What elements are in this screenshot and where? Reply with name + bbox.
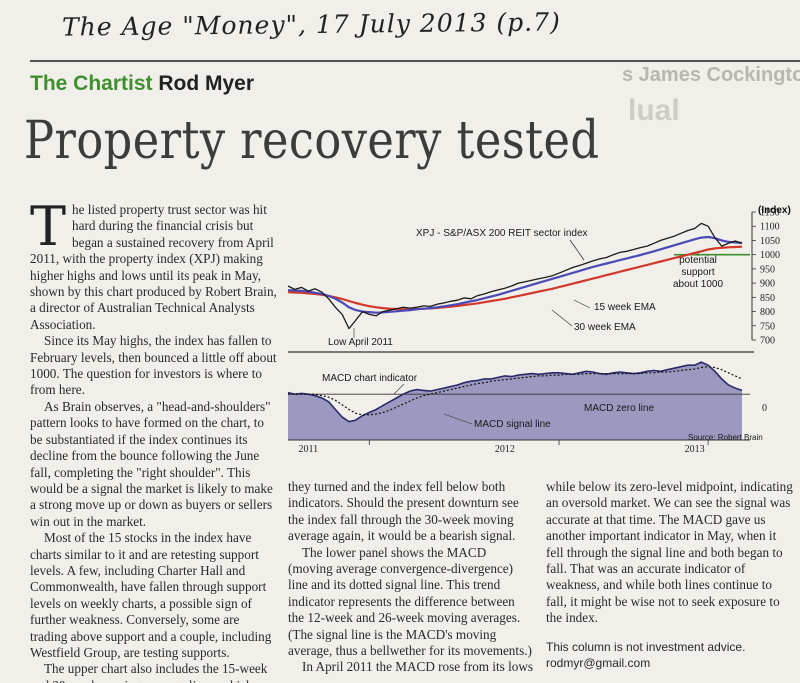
x-tick-label: 2012 (495, 444, 515, 455)
y-tick-label: 1100 (760, 222, 780, 233)
y-axis-label: (Index) (758, 205, 791, 216)
lower-panel (287, 361, 750, 440)
legend-ema15-pointer (573, 299, 591, 309)
series-signal (288, 366, 743, 416)
legend-ema15: 15 week EMA (594, 302, 656, 313)
series-ema30 (287, 245, 743, 311)
x-tick-label: 2013 (685, 444, 705, 455)
series-index (287, 222, 743, 330)
author-email: rodmyr@gmail.com (546, 655, 651, 670)
paragraph: The lower panel shows the MACD (moving a… (288, 544, 532, 659)
y-tick-label: 1000 (760, 250, 780, 261)
support-annotation-2: support (681, 267, 715, 278)
paragraph: they turned and the index fell below bot… (288, 479, 519, 544)
y-tick-label: 900 (760, 279, 775, 290)
article-column-3: while below its zero-level midpoint, ind… (546, 479, 794, 671)
y-tick-label: 850 (760, 293, 775, 304)
paragraph: Since its May highs, the index has falle… (30, 333, 277, 398)
macd-zero-tick: 0 (762, 403, 767, 414)
y-tick-label: 800 (760, 307, 775, 318)
legend-index: XPJ - S&P/ASX 200 REIT sector index (416, 228, 588, 239)
y-tick-label: 950 (760, 264, 775, 275)
section-name: The Chartist (30, 72, 153, 95)
zero-line-label: MACD zero line (584, 403, 654, 414)
top-rule (30, 60, 800, 62)
x-tick-label: 2011 (299, 444, 319, 455)
drop-cap: T (30, 195, 67, 258)
paragraph: In April 2011 the MACD rose from its low… (302, 659, 534, 675)
macd-area (288, 362, 742, 440)
bleed-through-text: s James Cockington lual (608, 64, 800, 194)
y-tick-label: 700 (760, 336, 775, 347)
upper-axis: 700 750 800 850 900 950 1000 1050 1100 1150 (751, 208, 780, 347)
legend-ema30-pointer (551, 309, 573, 327)
low-annotation: Low April 2011 (328, 337, 393, 348)
xpj-chart: 700 750 800 850 900 950 1000 1050 1100 1150 2011 2… (284, 200, 800, 468)
support-annotation-1: potential (679, 255, 717, 266)
byline: The Chartist Rod Myer (30, 72, 254, 96)
bleed-line-2: lual (628, 94, 680, 127)
article-column-2: they turned and the index fell below bot… (288, 479, 533, 676)
legend-ema30: 30 week EMA (574, 322, 636, 333)
support-annotation-3: about 1000 (673, 279, 723, 290)
author-name: Rod Myer (158, 72, 255, 95)
upper-panel-series (287, 222, 743, 338)
legend-macd: MACD chart indicator (322, 373, 418, 384)
macd-pointer (393, 383, 405, 395)
paragraph: The upper chart also includes the 15-wee… (30, 661, 268, 683)
disclaimer-text: This column is not investment advice. (546, 639, 746, 654)
bleed-line-1: s James Cockington (622, 64, 800, 86)
x-axis: 2011 2012 2013 (288, 439, 750, 455)
y-tick-label: 1150 (760, 208, 780, 219)
disclaimer: This column is not investment advice. ro… (546, 639, 794, 671)
y-tick-label: 750 (760, 321, 775, 332)
headline: Property recovery tested (24, 111, 600, 171)
legend-signal: MACD signal line (474, 419, 551, 430)
y-tick-label: 1050 (760, 236, 780, 247)
handwritten-note: The Age "Money", 17 July 2013 (p.7) (61, 7, 561, 42)
chart-source: Source: Robert Brain (688, 433, 763, 442)
signal-pointer (443, 413, 473, 425)
paragraph: while below its zero-level midpoint, ind… (546, 479, 793, 626)
paragraph: Most of the 15 stocks in the index have … (30, 530, 272, 660)
paragraph: As Brain observes, a "head-and-shoulders… (30, 398, 273, 529)
